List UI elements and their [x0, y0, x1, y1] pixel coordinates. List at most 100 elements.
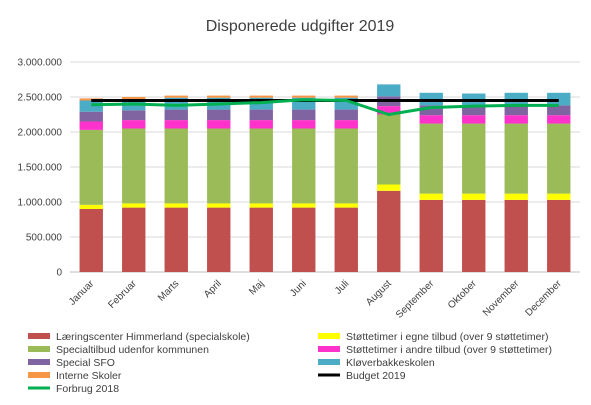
- y-tick-label: 2.500.000: [18, 93, 63, 104]
- bar-segment: [249, 207, 273, 272]
- bar-segment: [249, 128, 273, 204]
- legend-label: Forbrug 2018: [56, 383, 119, 395]
- bar-segment: [547, 123, 571, 194]
- grid: [70, 61, 580, 273]
- bar-segment: [334, 109, 358, 121]
- bar-segment: [249, 203, 273, 208]
- legend-swatch: [28, 333, 50, 339]
- bar-segment: [79, 209, 103, 272]
- lines: [91, 98, 559, 116]
- bar-segment: [164, 95, 188, 98]
- bar-segment: [207, 109, 231, 121]
- bar-segment: [122, 97, 146, 100]
- bar-segment: [334, 207, 358, 272]
- bar-segment: [377, 106, 401, 115]
- bar-segment: [462, 199, 486, 272]
- bar-segment: [207, 207, 231, 272]
- bar-segment: [79, 100, 103, 112]
- legend-label: Støttetimer i egne tilbud (over 9 støtte…: [346, 331, 548, 343]
- bar-segment: [334, 97, 358, 110]
- x-tick-label: Marts: [156, 278, 181, 303]
- bar-segment: [292, 109, 316, 121]
- legend-swatch: [318, 346, 340, 352]
- bar-segment: [164, 97, 188, 110]
- bar-segment: [377, 114, 401, 185]
- bar-segment: [122, 207, 146, 272]
- bar-segment: [419, 193, 443, 200]
- bar-segment: [504, 105, 528, 116]
- bar-segment: [164, 207, 188, 272]
- x-tick-label: Oktober: [446, 278, 479, 311]
- legend-label: Special SFO: [56, 357, 115, 369]
- bar-segment: [419, 123, 443, 194]
- bar-segment: [79, 121, 103, 130]
- legend-swatch: [28, 346, 50, 352]
- bar-segment: [504, 115, 528, 124]
- bar-segment: [334, 203, 358, 208]
- bar-segment: [79, 204, 103, 209]
- bar-segment: [122, 120, 146, 129]
- bar-segment: [249, 95, 273, 98]
- x-tick-label: Juni: [288, 278, 309, 299]
- bar-segment: [207, 120, 231, 129]
- bar-segment: [504, 199, 528, 272]
- series-line: [91, 98, 559, 116]
- chart-title: Disponerede udgifter 2019: [206, 18, 395, 35]
- legend-swatch: [318, 333, 340, 339]
- legend-swatch: [28, 359, 50, 365]
- bar-segment: [419, 115, 443, 124]
- bar-segment: [547, 193, 571, 200]
- legend-swatch: [318, 359, 340, 365]
- bar-segment: [79, 129, 103, 205]
- x-tick-label: December: [523, 278, 564, 319]
- y-tick-label: 2.000.000: [18, 128, 63, 139]
- bar-segment: [164, 109, 188, 121]
- bar-segment: [164, 120, 188, 129]
- x-tick-label: Maj: [247, 278, 266, 297]
- bar-segment: [292, 128, 316, 204]
- y-tick-label: 1.500.000: [18, 163, 63, 174]
- bar-segment: [292, 95, 316, 98]
- y-tick-label: 500.000: [26, 233, 63, 244]
- x-tick-label: Juli: [333, 278, 351, 296]
- bar-segment: [122, 110, 146, 121]
- y-tick-label: 1.000.000: [18, 198, 63, 209]
- bar-segment: [377, 84, 401, 97]
- bar-segment: [164, 203, 188, 208]
- legend-label: Kløverbakkeskolen: [346, 357, 435, 369]
- bar-segment: [122, 128, 146, 204]
- bar-segment: [334, 95, 358, 98]
- bar-segment: [207, 128, 231, 204]
- legend-label: Budget 2019: [346, 370, 406, 382]
- bar-segment: [377, 184, 401, 191]
- x-tick-label: April: [202, 278, 224, 300]
- bars: [79, 84, 571, 272]
- bar-segment: [207, 95, 231, 98]
- bar-segment: [122, 203, 146, 208]
- bar-segment: [547, 199, 571, 272]
- bar-segment: [462, 115, 486, 124]
- x-tick-label: November: [481, 278, 522, 319]
- bar-segment: [292, 207, 316, 272]
- y-tick-label: 0: [56, 268, 62, 279]
- bar-segment: [292, 203, 316, 208]
- x-axis: Januar Februar Marts April Maj Juni Juli August…: [67, 278, 564, 321]
- legend-label: Støttetimer i andre tilbud (over 9 støtt…: [346, 344, 552, 356]
- bar-segment: [292, 97, 316, 110]
- x-tick-label: August: [364, 278, 394, 308]
- bar-segment: [462, 123, 486, 194]
- legend-label: Interne Skoler: [56, 370, 122, 382]
- legend: Læringscenter Himmerland (specialskole) S…: [28, 331, 552, 395]
- bar-segment: [419, 105, 443, 116]
- x-tick-label: September: [394, 278, 437, 321]
- bar-segment: [249, 120, 273, 129]
- legend-swatch: [28, 372, 50, 378]
- x-tick-label: Januar: [67, 278, 97, 308]
- x-tick-label: Februar: [106, 278, 139, 311]
- bar-segment: [462, 193, 486, 200]
- bar-segment: [207, 203, 231, 208]
- legend-label: Specialtilbud udenfor kommunen: [56, 344, 209, 356]
- bar-segment: [504, 193, 528, 200]
- bar-segment: [547, 115, 571, 124]
